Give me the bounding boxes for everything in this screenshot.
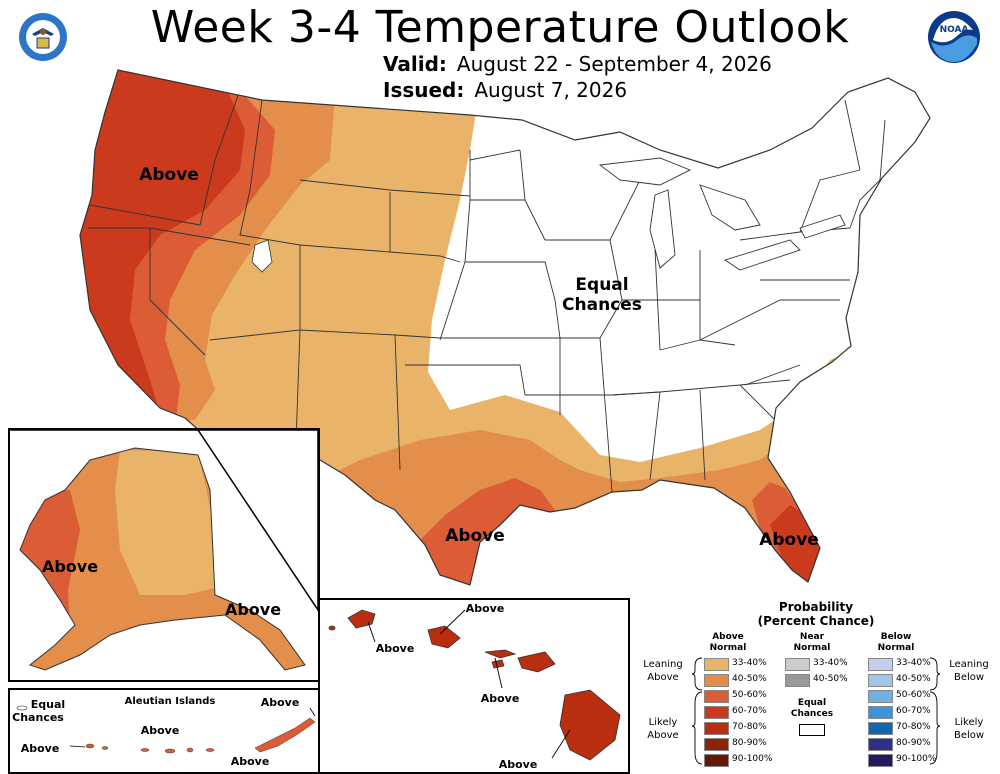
aleutian-inset: Aleutian Islands Equal Chances Above Abo… bbox=[8, 688, 324, 774]
molokai-island bbox=[484, 649, 517, 659]
legend-above-label-6: 80-90% bbox=[732, 738, 767, 748]
legend-equal-chances: Equal Chances bbox=[790, 698, 834, 719]
legend-near-header: Near Normal bbox=[793, 632, 831, 653]
legend-near-label-2: 40-50% bbox=[813, 674, 848, 684]
svg-text:NOAA: NOAA bbox=[940, 25, 969, 35]
legend-equal-chances-swatch bbox=[799, 724, 825, 736]
valid-value: August 22 - September 4, 2026 bbox=[456, 52, 772, 76]
legend-leaning-below-label: Leaning Below bbox=[949, 659, 989, 683]
legend-above-swatch-2 bbox=[704, 674, 729, 687]
legend-near-swatch-1 bbox=[785, 658, 810, 671]
legend-below-label-4: 60-70% bbox=[896, 706, 931, 716]
legend-below-swatch-2 bbox=[868, 674, 893, 687]
legend-below-label-6: 80-90% bbox=[896, 738, 931, 748]
label-equal-chances-line2: Chances bbox=[562, 295, 642, 315]
legend-below-swatch-3 bbox=[868, 690, 893, 703]
noaa-logo-icon: NOAA bbox=[928, 11, 980, 63]
maui-island bbox=[517, 651, 556, 673]
issued-line: Issued: August 7, 2026 bbox=[383, 78, 627, 102]
great-lakes bbox=[598, 157, 846, 271]
label-above-texas: Above bbox=[445, 526, 505, 546]
legend-below-label-7: 90-100% bbox=[896, 754, 937, 764]
label-aleutian-ec-line1: Equal bbox=[31, 698, 65, 711]
aleutian-map: Aleutian Islands Equal Chances Above Abo… bbox=[12, 696, 316, 768]
label-hawaii-above-big-island: Above bbox=[499, 758, 538, 771]
hawaii-map: Above Above Above Above bbox=[328, 602, 621, 771]
legend-below-label-3: 50-60% bbox=[896, 690, 931, 700]
legend-above-label-3: 50-60% bbox=[732, 690, 767, 700]
doc-seal-icon bbox=[19, 13, 67, 61]
oahu-island bbox=[427, 625, 461, 649]
legend-near-label-1: 33-40% bbox=[813, 658, 848, 668]
legend-above-swatch-4 bbox=[704, 706, 729, 719]
hawaii-inset: Above Above Above Above bbox=[318, 598, 630, 774]
legend-above-swatch-1 bbox=[704, 658, 729, 671]
legend-leaning-above-label: Leaning Above bbox=[643, 659, 683, 683]
legend-below-label-5: 70-80% bbox=[896, 722, 931, 732]
likely-above-60-70-florida bbox=[770, 505, 820, 585]
legend-above-swatch-6 bbox=[704, 738, 729, 751]
legend-below-swatch-6 bbox=[868, 738, 893, 751]
alaska-map: Above Above bbox=[10, 430, 318, 671]
legend-likely-above-label: Likely Above bbox=[647, 717, 679, 741]
label-hawaii-above-kauai: Above bbox=[376, 642, 415, 655]
legend-below-swatch-7 bbox=[868, 754, 893, 767]
legend-above-label-1: 33-40% bbox=[732, 658, 767, 668]
legend-below-swatch-5 bbox=[868, 722, 893, 735]
legend-above-label-2: 40-50% bbox=[732, 674, 767, 684]
great-salt-lake bbox=[251, 239, 273, 273]
alaska-inset: Above Above bbox=[8, 428, 320, 682]
legend-above-swatch-3 bbox=[704, 690, 729, 703]
legend-above-label-5: 70-80% bbox=[732, 722, 767, 732]
legend-above-swatch-7 bbox=[704, 754, 729, 767]
page-title: Week 3-4 Temperature Outlook bbox=[150, 2, 850, 53]
label-aleutian-above-east-bottom: Above bbox=[231, 755, 270, 768]
likely-above-60-70-west bbox=[80, 70, 245, 440]
label-aleutian-above-west: Above bbox=[21, 742, 60, 755]
state-boundaries bbox=[88, 89, 886, 493]
valid-label: Valid: bbox=[383, 52, 447, 76]
legend-below-swatch-4 bbox=[868, 706, 893, 719]
leaning-above-40-50-south bbox=[320, 380, 880, 585]
issued-value: August 7, 2026 bbox=[474, 78, 628, 102]
legend-title: Probability (Percent Chance) bbox=[757, 600, 875, 628]
legend-below-header: Below Normal bbox=[877, 632, 915, 653]
legend-above-header: Above Normal bbox=[709, 632, 747, 653]
legend-above-label-7: 90-100% bbox=[732, 754, 773, 764]
big-island bbox=[559, 689, 621, 761]
legend-below-label-1: 33-40% bbox=[896, 658, 931, 668]
label-equal-chances-line1: Equal bbox=[575, 275, 628, 295]
label-above-alaska-southeast: Above bbox=[225, 600, 281, 619]
label-above-alaska: Above bbox=[42, 557, 98, 576]
label-above-northwest: Above bbox=[139, 165, 199, 185]
label-aleutian-above-east-top: Above bbox=[261, 696, 300, 709]
label-aleutian-above-center: Above bbox=[141, 724, 180, 737]
probability-legend: Probability (Percent Chance) Above Norma… bbox=[632, 600, 1000, 773]
label-hawaii-above-top: Above bbox=[466, 602, 505, 615]
legend-near-swatch-2 bbox=[785, 674, 810, 687]
legend-below-swatch-1 bbox=[868, 658, 893, 671]
legend-above-swatch-5 bbox=[704, 722, 729, 735]
legend-likely-below-label: Likely Below bbox=[953, 717, 985, 741]
legend-braces bbox=[691, 657, 941, 765]
label-above-florida: Above bbox=[759, 530, 819, 550]
aleutian-title: Aleutian Islands bbox=[125, 696, 216, 707]
legend-above-label-4: 60-70% bbox=[732, 706, 767, 716]
issued-label: Issued: bbox=[383, 78, 465, 102]
label-aleutian-ec-line2: Chances bbox=[12, 711, 64, 724]
legend-below-label-2: 40-50% bbox=[896, 674, 931, 684]
kauai-island bbox=[347, 609, 376, 629]
valid-line: Valid: August 22 - September 4, 2026 bbox=[383, 52, 772, 76]
label-hawaii-above-maui: Above bbox=[481, 692, 520, 705]
